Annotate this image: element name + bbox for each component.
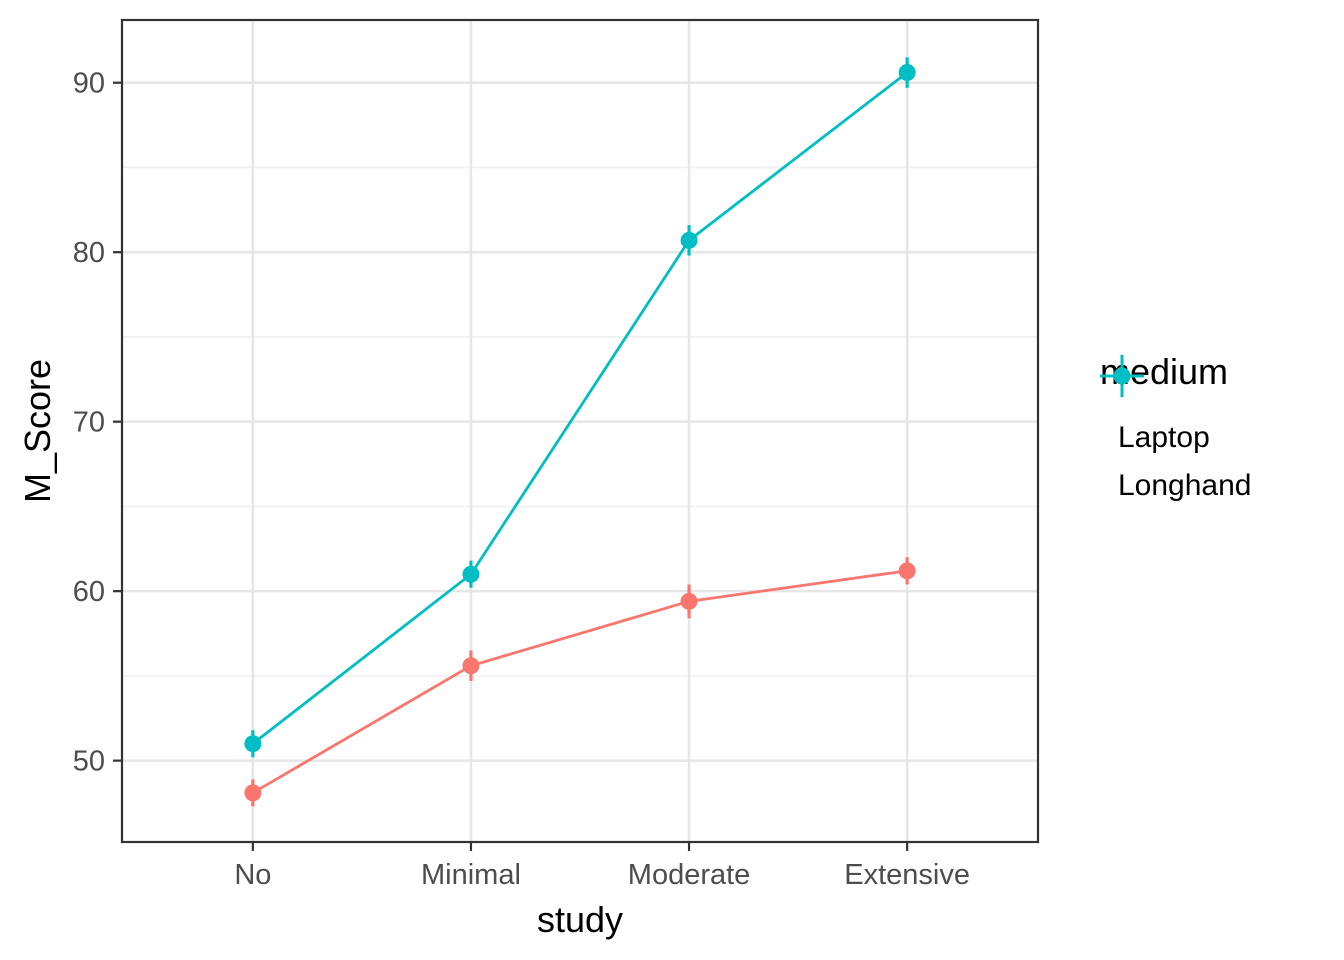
legend-label-laptop: Laptop — [1118, 421, 1210, 454]
y-tick-label: 60 — [73, 576, 105, 608]
x-axis-title: study — [536, 899, 624, 940]
x-tick-label: No — [234, 859, 271, 891]
panel-background — [122, 20, 1038, 842]
y-tick-label: 70 — [73, 407, 105, 439]
x-tick-label: Extensive — [844, 859, 970, 891]
data-point — [462, 565, 480, 583]
pointrange-key-icon — [1100, 355, 1144, 397]
y-tick-label: 80 — [73, 237, 105, 269]
series-line-longhand — [251, 71, 908, 745]
legend-label-longhand: Longhand — [1118, 469, 1252, 502]
panel-border — [120, 18, 1040, 844]
series-line-laptop — [252, 569, 908, 795]
y-tick-label: 50 — [73, 746, 105, 778]
data-point — [680, 592, 698, 610]
x-tick-label: Moderate — [628, 859, 751, 891]
x-tick-label: Minimal — [421, 859, 521, 891]
data-point — [898, 64, 916, 82]
legend-item-laptop: Laptop — [1100, 355, 1340, 462]
data-point — [244, 735, 262, 753]
data-point — [244, 784, 262, 802]
legend-item-longhand: Longhand — [1100, 355, 1340, 510]
y-tick-label: 90 — [73, 68, 105, 100]
data-point — [680, 231, 698, 249]
legend: medium Laptop Longhand — [1100, 352, 1340, 510]
data-point — [898, 562, 916, 580]
data-point — [462, 657, 480, 675]
y-axis-title: M_Score — [17, 358, 58, 504]
